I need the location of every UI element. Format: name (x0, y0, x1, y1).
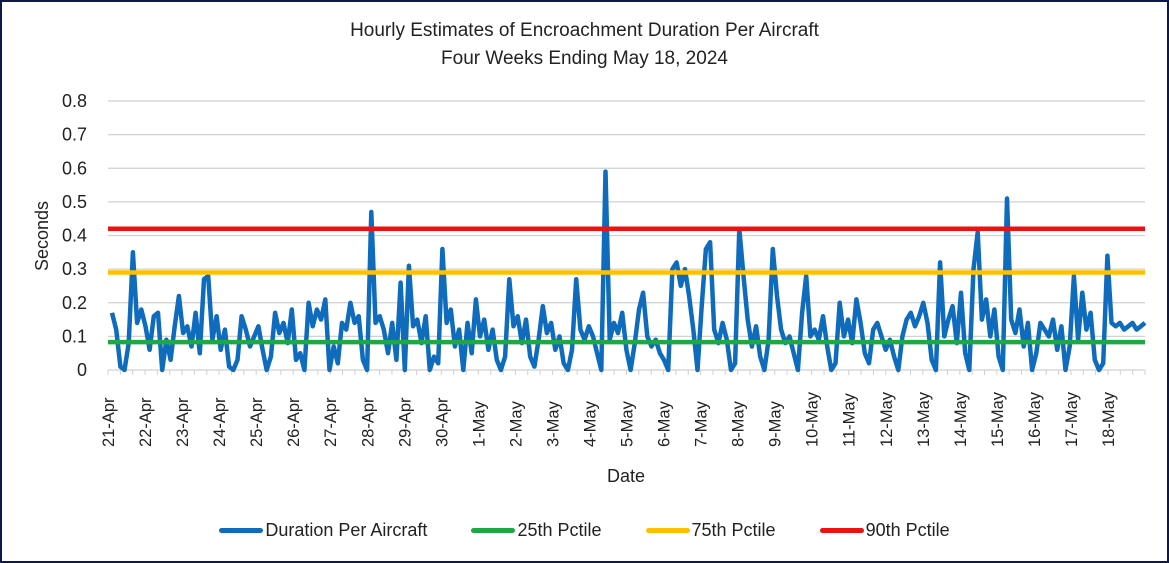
x-tick-label: 9-May (767, 400, 785, 447)
x-tick-label: 3-May (544, 400, 562, 447)
series-line-duration (109, 169, 1147, 373)
legend-label: 25th Pctile (517, 520, 602, 540)
x-tick-label: 28-Apr (359, 397, 377, 447)
legend: Duration Per Aircraft 25th Pctile 75th Pct… (0, 520, 1169, 541)
y-axis-title: Seconds (32, 201, 52, 271)
chart-title: Hourly Estimates of Encroachment Duratio… (350, 20, 819, 41)
x-tick-label: 17-May (1063, 391, 1081, 447)
legend-swatch (819, 528, 864, 533)
legend-item: Duration Per Aircraft (219, 520, 427, 541)
x-tick-label: 24-Apr (211, 397, 229, 447)
legend-item: 25th Pctile (471, 520, 602, 541)
x-tick-label: 4-May (581, 400, 599, 447)
x-tick-label: 6-May (656, 400, 674, 447)
x-tick-label: 22-Apr (137, 397, 155, 447)
x-tick-label: 21-Apr (100, 397, 118, 447)
y-tick-label: 0.4 (62, 226, 87, 246)
x-tick-label: 7-May (693, 400, 711, 447)
legend-label: 75th Pctile (691, 520, 776, 540)
x-tick-label: 23-Apr (174, 397, 192, 447)
y-tick-label: 0.5 (62, 192, 87, 212)
legend-label: Duration Per Aircraft (265, 520, 428, 540)
y-tick-label: 0.8 (62, 91, 87, 111)
y-tick-label: 0 (77, 360, 87, 380)
x-tick-label: 15-May (989, 391, 1007, 447)
x-tick-label: 14-May (952, 391, 970, 447)
chart-subtitle: Four Weeks Ending May 18, 2024 (441, 48, 728, 69)
x-axis-title: Date (607, 466, 645, 486)
x-tick-label: 29-Apr (396, 397, 414, 447)
x-tick-label: 16-May (1026, 391, 1044, 447)
x-tick-label: 30-Apr (433, 397, 451, 447)
legend-label: 90th Pctile (865, 520, 950, 540)
y-tick-label: 0.1 (62, 326, 87, 346)
y-tick-label: 0.6 (62, 158, 87, 178)
y-tick-label: 0.7 (62, 125, 87, 145)
x-tick-label: 11-May (841, 392, 859, 447)
y-tick-label: 0.3 (62, 259, 87, 279)
x-tick-label: 2-May (507, 400, 525, 447)
x-tick-label: 1-May (470, 400, 488, 447)
legend-item: 75th Pctile (645, 520, 776, 541)
x-tick-label: 27-Apr (322, 397, 340, 447)
x-tick-label: 26-Apr (285, 397, 303, 447)
x-tick-label: 12-May (878, 391, 896, 447)
x-tick-label: 8-May (730, 400, 748, 447)
x-tick-label: 18-May (1100, 391, 1118, 447)
x-tick-label: 25-Apr (248, 397, 266, 447)
y-tick-label: 0.2 (62, 293, 87, 313)
x-tick-label: 10-May (804, 391, 822, 447)
x-tick-label: 13-May (915, 391, 933, 447)
legend-swatch (645, 528, 690, 533)
legend-item: 90th Pctile (819, 520, 950, 541)
x-tick-label: 5-May (619, 400, 637, 447)
legend-swatch (219, 528, 264, 533)
legend-swatch (471, 528, 516, 533)
